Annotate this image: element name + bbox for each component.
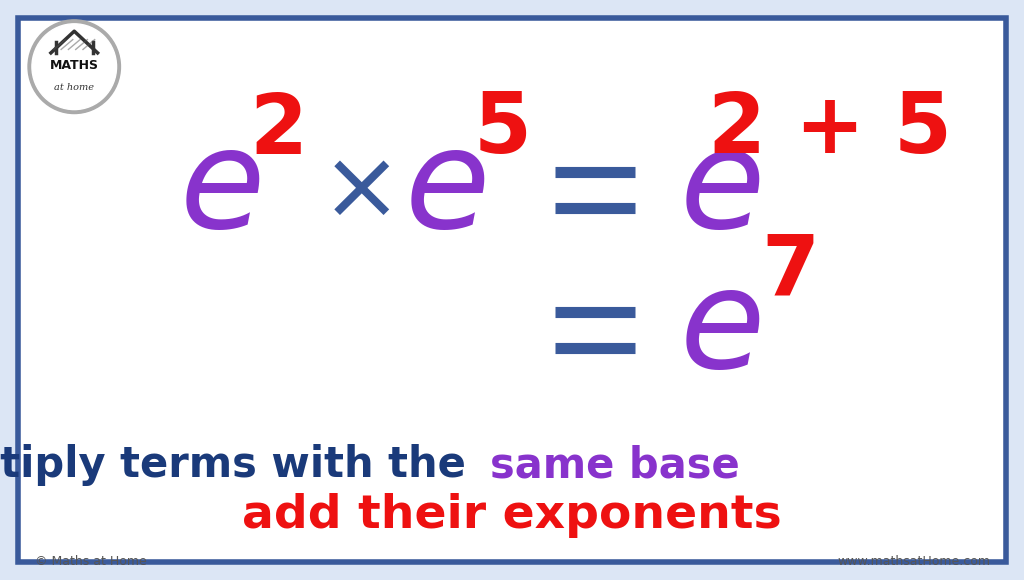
- Text: $e$: $e$: [679, 263, 761, 397]
- Text: at home: at home: [54, 83, 94, 92]
- Text: MATHS: MATHS: [50, 59, 98, 72]
- FancyBboxPatch shape: [18, 18, 1006, 562]
- Text: 2: 2: [249, 89, 307, 171]
- Text: same base: same base: [490, 444, 739, 486]
- Circle shape: [28, 20, 121, 114]
- Text: To multiply terms with the: To multiply terms with the: [0, 444, 480, 486]
- Text: © Maths at Home: © Maths at Home: [35, 555, 146, 568]
- Text: $e$: $e$: [679, 123, 761, 257]
- Text: $e$: $e$: [404, 123, 485, 257]
- Text: 7: 7: [761, 231, 819, 313]
- Text: add their exponents: add their exponents: [242, 492, 782, 538]
- Circle shape: [32, 24, 117, 110]
- Text: 2 + 5: 2 + 5: [708, 89, 952, 171]
- Text: $\times$: $\times$: [319, 143, 390, 237]
- Text: 5: 5: [474, 89, 532, 171]
- Text: www.mathsatHome.com: www.mathsatHome.com: [837, 555, 990, 568]
- Text: $e$: $e$: [179, 123, 261, 257]
